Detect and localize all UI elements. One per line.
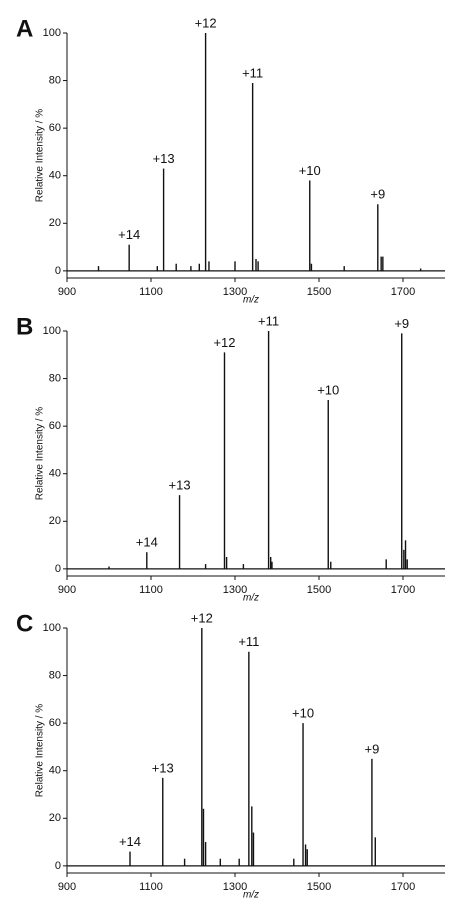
charge-label: +14 — [136, 535, 158, 550]
y-axis-label: Relative Intensity / % — [35, 109, 46, 202]
charge-label: +10 — [317, 382, 339, 397]
y-tick-label: 40 — [49, 765, 61, 777]
x-tick-label: 1700 — [391, 286, 415, 298]
y-tick-label: 80 — [49, 372, 61, 384]
charge-label: +10 — [299, 163, 321, 178]
y-tick-label: 0 — [55, 265, 61, 277]
y-tick-label: 80 — [49, 74, 61, 86]
charge-label: +12 — [213, 335, 235, 350]
y-tick-label: 80 — [49, 669, 61, 681]
charge-label: +12 — [195, 15, 217, 30]
charge-label: +12 — [191, 610, 213, 625]
y-tick-label: 60 — [49, 420, 61, 432]
x-tick-label: 1500 — [307, 881, 331, 893]
y-tick-label: 0 — [55, 563, 61, 575]
charge-label: +10 — [292, 706, 314, 721]
y-axis-label: Relative Intensity / % — [35, 407, 46, 500]
x-tick-label: 900 — [58, 584, 76, 596]
x-tick-label: 1300 — [223, 584, 247, 596]
charge-label: +14 — [119, 834, 141, 849]
x-tick-label: 1100 — [139, 881, 163, 893]
charge-label: +13 — [169, 478, 191, 493]
y-tick-label: 20 — [49, 217, 61, 229]
panel-label: C — [16, 610, 33, 637]
y-tick-label: 20 — [49, 812, 61, 824]
y-tick-label: 100 — [43, 325, 61, 337]
x-axis-label: m/z — [243, 295, 259, 306]
y-tick-label: 20 — [49, 515, 61, 527]
y-tick-label: 40 — [49, 468, 61, 480]
charge-label: +11 — [238, 634, 259, 649]
x-tick-label: 1500 — [307, 584, 331, 596]
x-tick-label: 1300 — [223, 286, 247, 298]
charge-label: +14 — [118, 227, 140, 242]
charge-label: +13 — [153, 151, 175, 166]
x-axis-label: m/z — [243, 890, 259, 901]
charge-label: +13 — [152, 760, 174, 775]
charge-label: +9 — [370, 187, 385, 202]
x-tick-label: 1700 — [391, 881, 415, 893]
x-tick-label: 1300 — [223, 881, 247, 893]
charge-label: +11 — [242, 65, 263, 80]
y-axis-label: Relative Intensity / % — [35, 704, 46, 797]
charge-label: +9 — [365, 741, 380, 756]
charge-label: +11 — [258, 313, 279, 328]
y-tick-label: 60 — [49, 122, 61, 134]
panel-label: B — [16, 313, 33, 340]
x-tick-label: 1700 — [391, 584, 415, 596]
x-tick-label: 900 — [58, 286, 76, 298]
y-tick-label: 100 — [43, 27, 61, 39]
charge-label: +9 — [394, 316, 409, 331]
x-tick-label: 900 — [58, 881, 76, 893]
x-axis-label: m/z — [243, 593, 259, 604]
y-tick-label: 60 — [49, 717, 61, 729]
y-tick-label: 0 — [55, 860, 61, 872]
y-tick-label: 100 — [43, 622, 61, 634]
x-tick-label: 1100 — [139, 584, 163, 596]
panel-label: A — [16, 15, 33, 42]
y-tick-label: 40 — [49, 170, 61, 182]
x-tick-label: 1100 — [139, 286, 163, 298]
x-tick-label: 1500 — [307, 286, 331, 298]
